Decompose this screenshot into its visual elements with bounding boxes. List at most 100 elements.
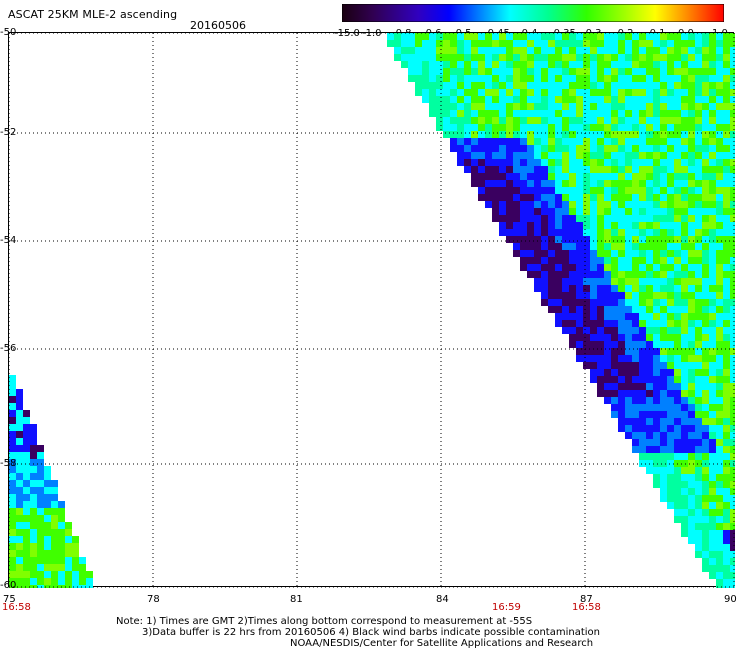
wind-cell [702, 453, 709, 460]
wind-cell [79, 571, 86, 578]
wind-cell [597, 278, 604, 285]
wind-cell [527, 173, 534, 180]
wind-cell [716, 278, 723, 285]
wind-cell [716, 544, 723, 551]
wind-cell [562, 250, 569, 257]
wind-cell [702, 439, 709, 446]
wind-cell [548, 243, 555, 250]
wind-cell [429, 61, 436, 68]
wind-cell [646, 453, 653, 460]
wind-cell [702, 404, 709, 411]
wind-cell [702, 523, 709, 530]
wind-cell [499, 110, 506, 117]
wind-cell [730, 376, 735, 383]
wind-cell [401, 40, 408, 47]
wind-cell [611, 362, 618, 369]
wind-cell [541, 138, 548, 145]
wind-cell [520, 159, 527, 166]
wind-cell [639, 33, 646, 40]
wind-cell [730, 383, 735, 390]
wind-cell [520, 166, 527, 173]
wind-cell [548, 292, 555, 299]
wind-cell [660, 173, 667, 180]
wind-cell [681, 432, 688, 439]
wind-cell [499, 229, 506, 236]
wind-cell [51, 480, 58, 487]
wind-cell [597, 47, 604, 54]
wind-cell [37, 557, 44, 564]
wind-cell [723, 264, 730, 271]
wind-cell [681, 264, 688, 271]
wind-cell [37, 515, 44, 522]
wind-cell [9, 389, 16, 396]
wind-cell [618, 138, 625, 145]
wind-cell [709, 320, 716, 327]
wind-cell [492, 187, 499, 194]
wind-cell [618, 425, 625, 432]
wind-cell [590, 89, 597, 96]
wind-cell [436, 54, 443, 61]
wind-cell [597, 124, 604, 131]
wind-cell [674, 89, 681, 96]
wind-cell [681, 278, 688, 285]
wind-cell [716, 537, 723, 544]
wind-cell [653, 271, 660, 278]
wind-cell [576, 264, 583, 271]
wind-cell [464, 131, 471, 138]
wind-cell [674, 285, 681, 292]
map-title: ASCAT 25KM MLE-2 ascending [8, 8, 178, 21]
wind-cell [478, 33, 485, 40]
wind-cell [422, 96, 429, 103]
wind-cell [646, 362, 653, 369]
wind-cell [625, 313, 632, 320]
wind-cell [667, 131, 674, 138]
wind-cell [520, 68, 527, 75]
wind-cell [513, 187, 520, 194]
wind-cell [555, 292, 562, 299]
wind-cell [625, 425, 632, 432]
wind-cell [723, 187, 730, 194]
wind-cell [681, 68, 688, 75]
wind-cell [513, 47, 520, 54]
wind-cell [646, 124, 653, 131]
wind-cell [513, 89, 520, 96]
wind-cell [576, 138, 583, 145]
wind-cell [30, 536, 37, 543]
wind-cell [653, 159, 660, 166]
wind-cell [618, 68, 625, 75]
wind-cell [541, 152, 548, 159]
wind-cell [513, 117, 520, 124]
wind-cell [429, 82, 436, 89]
wind-cell [44, 529, 51, 536]
wind-cell [576, 292, 583, 299]
wind-cell [646, 131, 653, 138]
wind-cell [436, 47, 443, 54]
wind-cell [695, 285, 702, 292]
wind-cell [9, 417, 16, 424]
wind-cell [520, 54, 527, 61]
wind-cell [597, 257, 604, 264]
wind-cell [716, 509, 723, 516]
wind-cell [695, 411, 702, 418]
wind-cell [597, 61, 604, 68]
wind-cell [723, 201, 730, 208]
wind-cell [576, 173, 583, 180]
wind-cell [618, 124, 625, 131]
wind-cell [583, 145, 590, 152]
wind-cell [632, 103, 639, 110]
wind-cell [709, 131, 716, 138]
wind-cell [520, 229, 527, 236]
wind-cell [625, 166, 632, 173]
wind-cell [506, 131, 513, 138]
wind-cell [653, 292, 660, 299]
wind-cell [499, 201, 506, 208]
wind-cell [562, 306, 569, 313]
wind-cell [632, 285, 639, 292]
wind-cell [569, 236, 576, 243]
wind-cell [723, 292, 730, 299]
wind-cell [576, 243, 583, 250]
wind-cell [688, 208, 695, 215]
wind-cell [513, 222, 520, 229]
wind-cell [660, 327, 667, 334]
wind-cell [632, 40, 639, 47]
